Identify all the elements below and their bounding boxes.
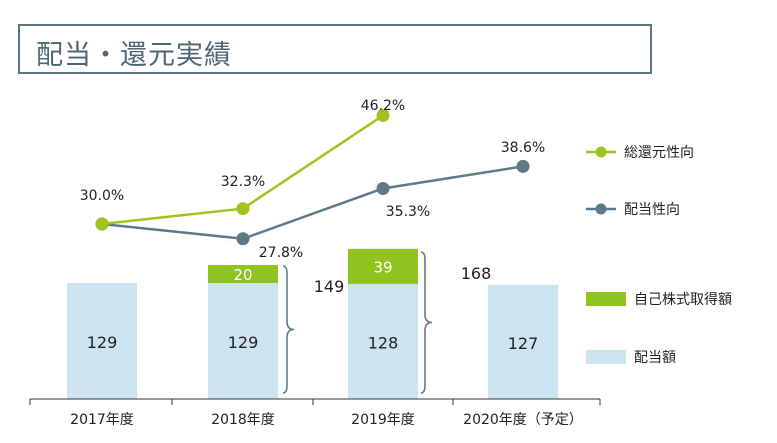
legend-dividend-swatch — [586, 350, 626, 364]
dividend-bar-label: 129 — [87, 333, 118, 352]
total-return-label: 46.2% — [361, 98, 405, 114]
buyback-bar — [208, 265, 278, 283]
dividend-bar-label: 127 — [508, 334, 539, 353]
dividend-bar — [348, 283, 418, 399]
total-return-label: 32.3% — [221, 174, 265, 190]
total-bracket — [282, 265, 295, 394]
legend-total-return-marker — [595, 146, 607, 158]
chart-title: 配当・還元実績 — [36, 40, 232, 71]
total-return-point — [236, 202, 250, 216]
total-label: 149 — [314, 277, 345, 296]
x-tick-label: 2019年度 — [351, 412, 415, 428]
x-tick-label: 2018年度 — [211, 412, 275, 428]
total-bracket — [420, 251, 433, 394]
payout-ratio-line — [101, 165, 524, 241]
dividend-bar-label: 128 — [368, 333, 399, 352]
buyback-bar-label: 20 — [233, 266, 252, 284]
buyback-bar-label: 39 — [373, 258, 392, 276]
x-tick-label: 2017年度 — [70, 412, 134, 428]
dividend-bar-label: 129 — [228, 333, 259, 352]
payout-ratio-label: 27.8% — [259, 245, 303, 261]
legend-payout-ratio-marker — [595, 203, 607, 215]
legend-payout-ratio-label: 配当性向 — [624, 202, 680, 218]
payout-ratio-point — [236, 232, 250, 246]
dividend-bar — [67, 283, 137, 399]
legend-buyback-label: 自己株式取得額 — [634, 291, 732, 308]
payout-ratio-point — [376, 181, 390, 195]
title-box: 配当・還元実績 — [18, 24, 652, 74]
legend-total-return-label: 総還元性向 — [624, 145, 694, 161]
dividend-bar — [488, 284, 558, 399]
legend-buyback-swatch — [586, 292, 626, 306]
payout-ratio-label: 38.6% — [501, 140, 545, 156]
total-return-point — [95, 217, 109, 231]
total-label: 168 — [461, 264, 492, 283]
buyback-bar — [348, 248, 418, 284]
x-tick-label: 2020年度（予定） — [463, 412, 583, 428]
payout-ratio-label: 35.3% — [386, 204, 430, 220]
dividend-bar — [208, 283, 278, 399]
total-return-point — [376, 108, 390, 122]
payout-ratio-point — [516, 159, 530, 173]
total-return-label: 30.0% — [80, 188, 124, 204]
legend-dividend-label: 配当額 — [634, 350, 676, 366]
